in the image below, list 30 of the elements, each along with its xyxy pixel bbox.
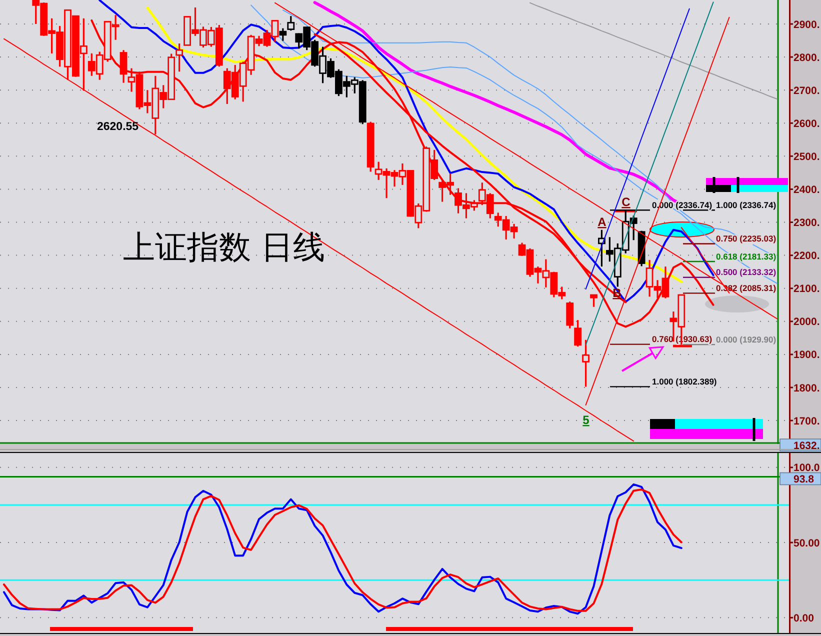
y-tick-label: 2500. [794, 150, 820, 163]
y-tick-label: 50.00 [794, 537, 820, 550]
ref-line-label: 0.000 (1929.90) [716, 334, 776, 344]
y-tick-label: 2200. [794, 250, 820, 262]
annotation: B [612, 286, 622, 300]
y-tick-label: 2700. [794, 84, 820, 97]
annotation: A [598, 215, 607, 229]
annotation: 1.000 (2336.74) [716, 200, 776, 210]
ref-line-label: 1632. [794, 440, 820, 452]
y-tick-label: 100.0 [794, 462, 820, 474]
ref-line-label: 0.750 (2235.03) [716, 234, 776, 244]
y-tick-label: 1800. [794, 382, 820, 394]
y-tick-label: 2300. [794, 217, 820, 230]
y-tick-label: 2900. [794, 18, 820, 31]
y-tick-label: 2800. [794, 52, 820, 64]
ref-line-label: 1.000 (1802.389) [652, 376, 717, 387]
y-tick-label: 1700. [794, 415, 820, 428]
annotation: 5 [582, 413, 590, 427]
y-tick-label: 2400. [794, 184, 820, 196]
ref-line-label: 93.8 [794, 474, 814, 486]
annotation: C [622, 195, 631, 209]
text: 上证指数 日线 [123, 228, 326, 266]
y-tick-label: 1900. [794, 349, 820, 362]
y-tick-label: 2000. [794, 316, 820, 328]
value-tag: 1632. [780, 438, 821, 452]
annotation: 2620.55 [97, 121, 140, 133]
y-tick-label: 2100. [794, 283, 820, 296]
y-tick-label: 0.00 [794, 612, 814, 624]
value-tag: 93.8 [780, 472, 821, 486]
y-tick-label: 2600. [794, 118, 820, 130]
